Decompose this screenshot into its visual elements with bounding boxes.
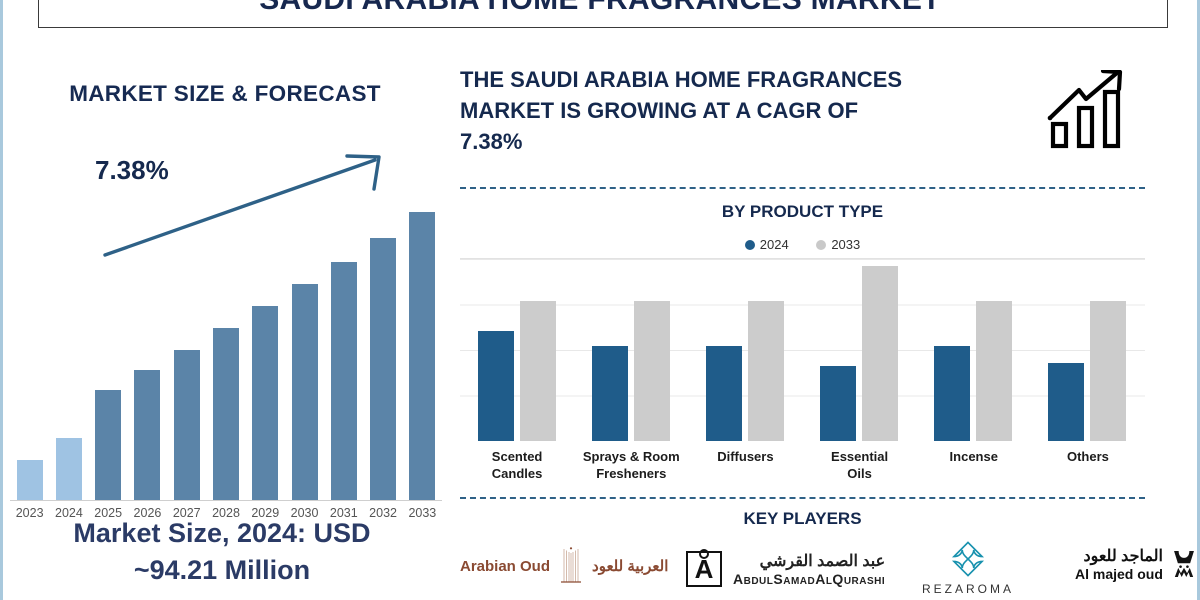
svg-text:A: A <box>695 554 714 584</box>
